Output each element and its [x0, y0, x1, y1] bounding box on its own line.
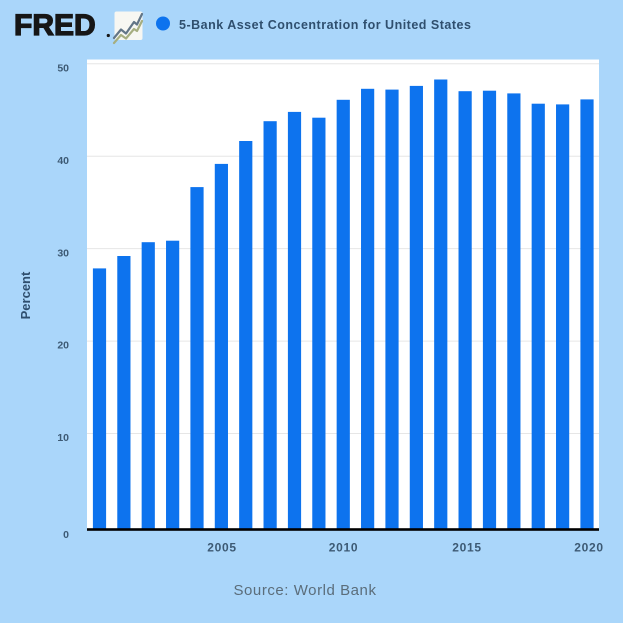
svg-text:10: 10 [57, 432, 69, 444]
svg-text:2010: 2010 [329, 541, 359, 555]
svg-text:20: 20 [57, 340, 69, 352]
svg-text:2005: 2005 [207, 541, 237, 555]
svg-text:2020: 2020 [574, 541, 604, 555]
svg-text:0: 0 [63, 529, 69, 541]
svg-text:50: 50 [57, 62, 69, 74]
svg-text:30: 30 [57, 247, 69, 259]
svg-text:40: 40 [57, 155, 69, 167]
svg-text:2015: 2015 [452, 541, 482, 555]
